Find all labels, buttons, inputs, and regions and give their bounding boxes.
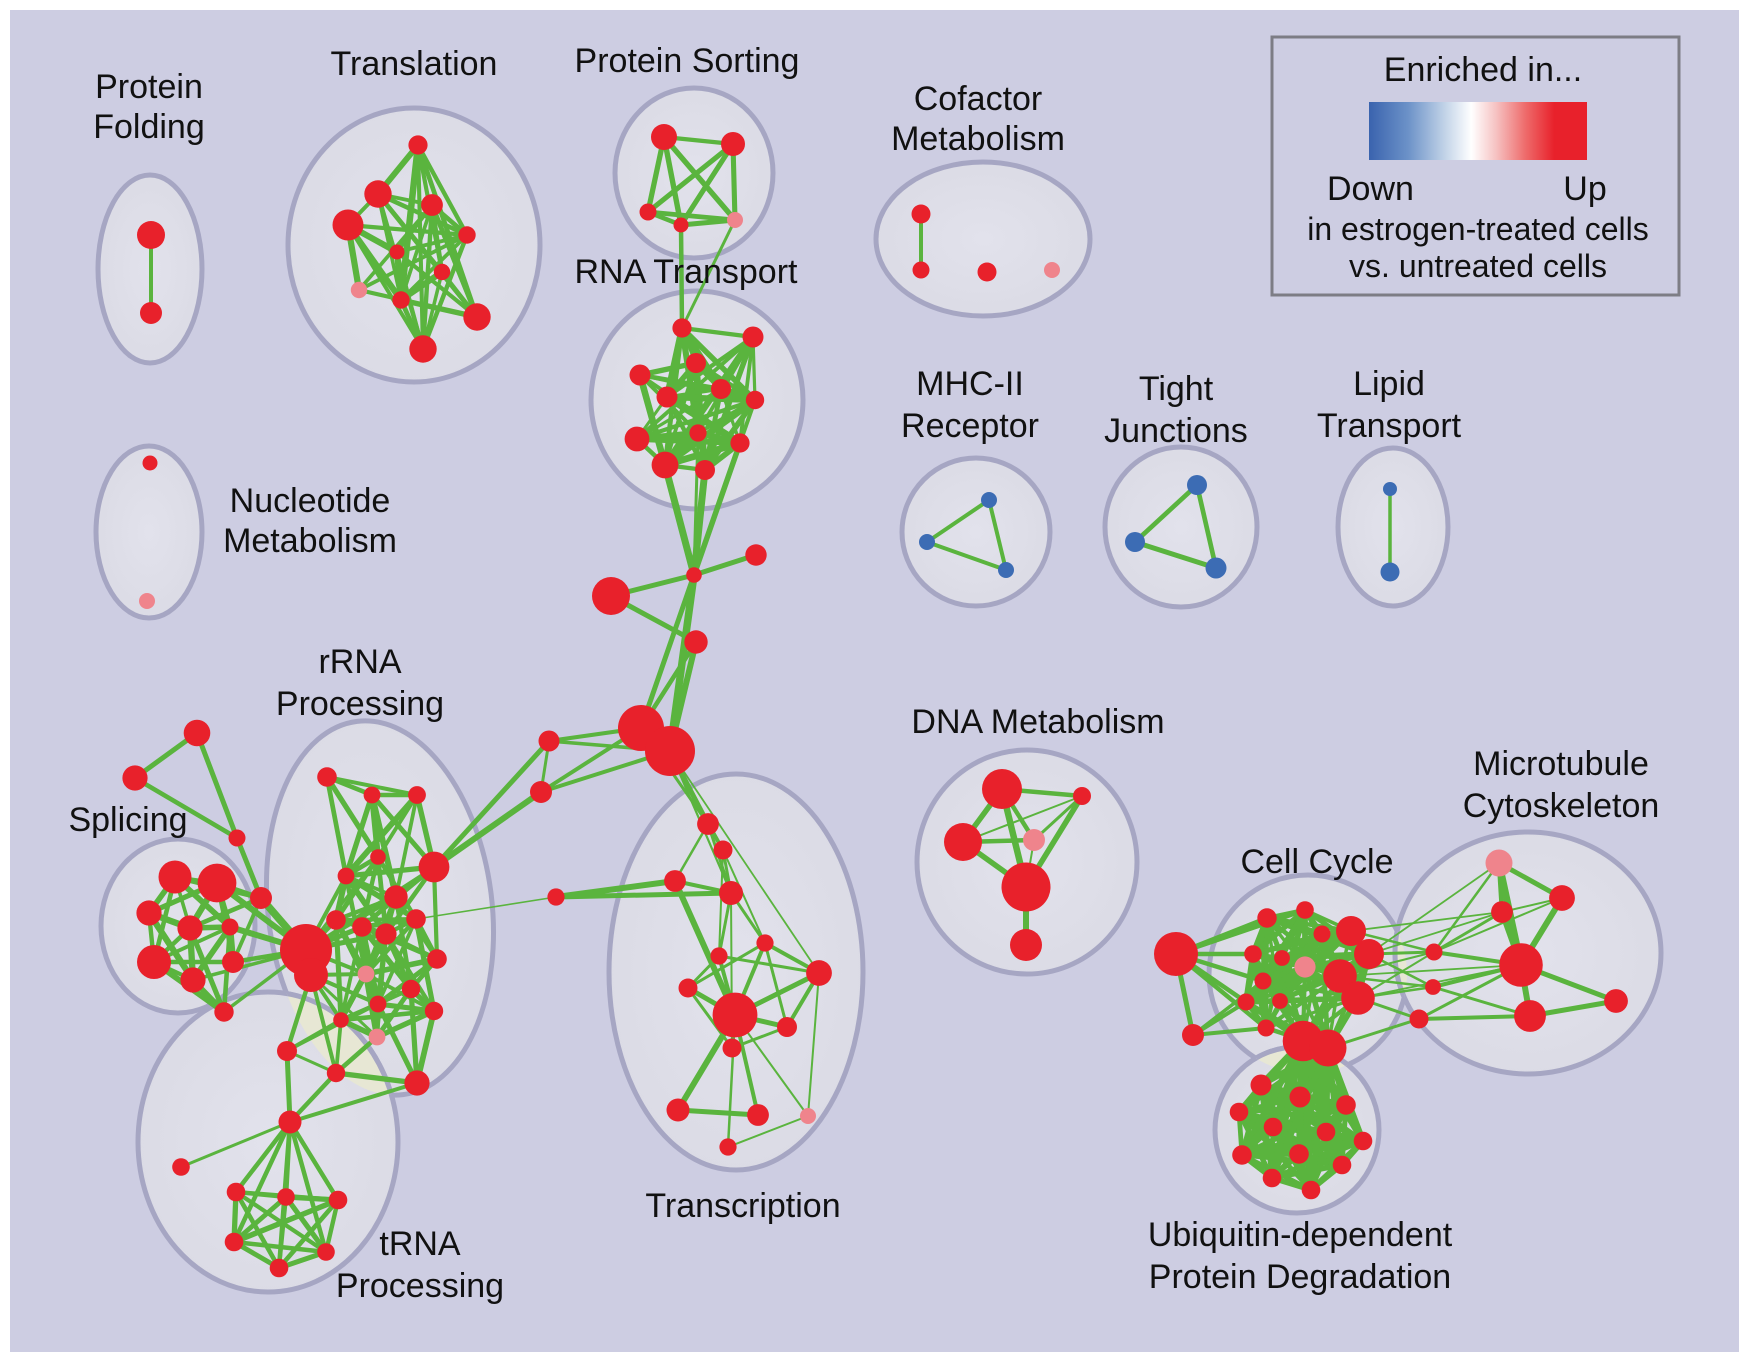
svg-text:Up: Up [1563,170,1606,208]
svg-text:Transport: Transport [1317,407,1462,445]
svg-text:Down: Down [1327,170,1414,208]
svg-text:Protein Degradation: Protein Degradation [1149,1258,1451,1296]
svg-text:Cell Cycle: Cell Cycle [1240,843,1393,881]
svg-text:RNA Transport: RNA Transport [575,253,799,291]
svg-text:Receptor: Receptor [901,407,1039,445]
svg-text:Folding: Folding [93,108,205,146]
svg-text:Protein Sorting: Protein Sorting [575,42,800,80]
svg-text:Processing: Processing [336,1267,504,1305]
svg-text:MHC-II: MHC-II [916,365,1024,403]
svg-text:rRNA: rRNA [318,643,401,681]
svg-text:Tight: Tight [1139,370,1214,408]
svg-text:Junctions: Junctions [1104,412,1248,450]
svg-text:Processing: Processing [276,685,444,723]
svg-text:DNA Metabolism: DNA Metabolism [911,703,1164,741]
svg-text:Transcription: Transcription [645,1187,840,1225]
svg-text:Enriched in...: Enriched in... [1384,51,1582,89]
svg-text:Nucleotide: Nucleotide [230,482,391,520]
svg-text:Metabolism: Metabolism [891,120,1065,158]
svg-text:in estrogen-treated cells: in estrogen-treated cells [1307,211,1649,247]
svg-text:Ubiquitin-dependent: Ubiquitin-dependent [1148,1216,1453,1254]
svg-text:Translation: Translation [331,45,498,83]
svg-text:Cytoskeleton: Cytoskeleton [1463,787,1660,825]
svg-text:Splicing: Splicing [68,801,187,839]
svg-text:Lipid: Lipid [1353,365,1425,403]
svg-text:Protein: Protein [95,68,203,106]
svg-text:Cofactor: Cofactor [914,80,1043,118]
svg-text:vs. untreated cells: vs. untreated cells [1349,248,1607,284]
svg-text:tRNA: tRNA [379,1225,461,1263]
svg-text:Metabolism: Metabolism [223,522,397,560]
svg-text:Microtubule: Microtubule [1473,745,1649,783]
